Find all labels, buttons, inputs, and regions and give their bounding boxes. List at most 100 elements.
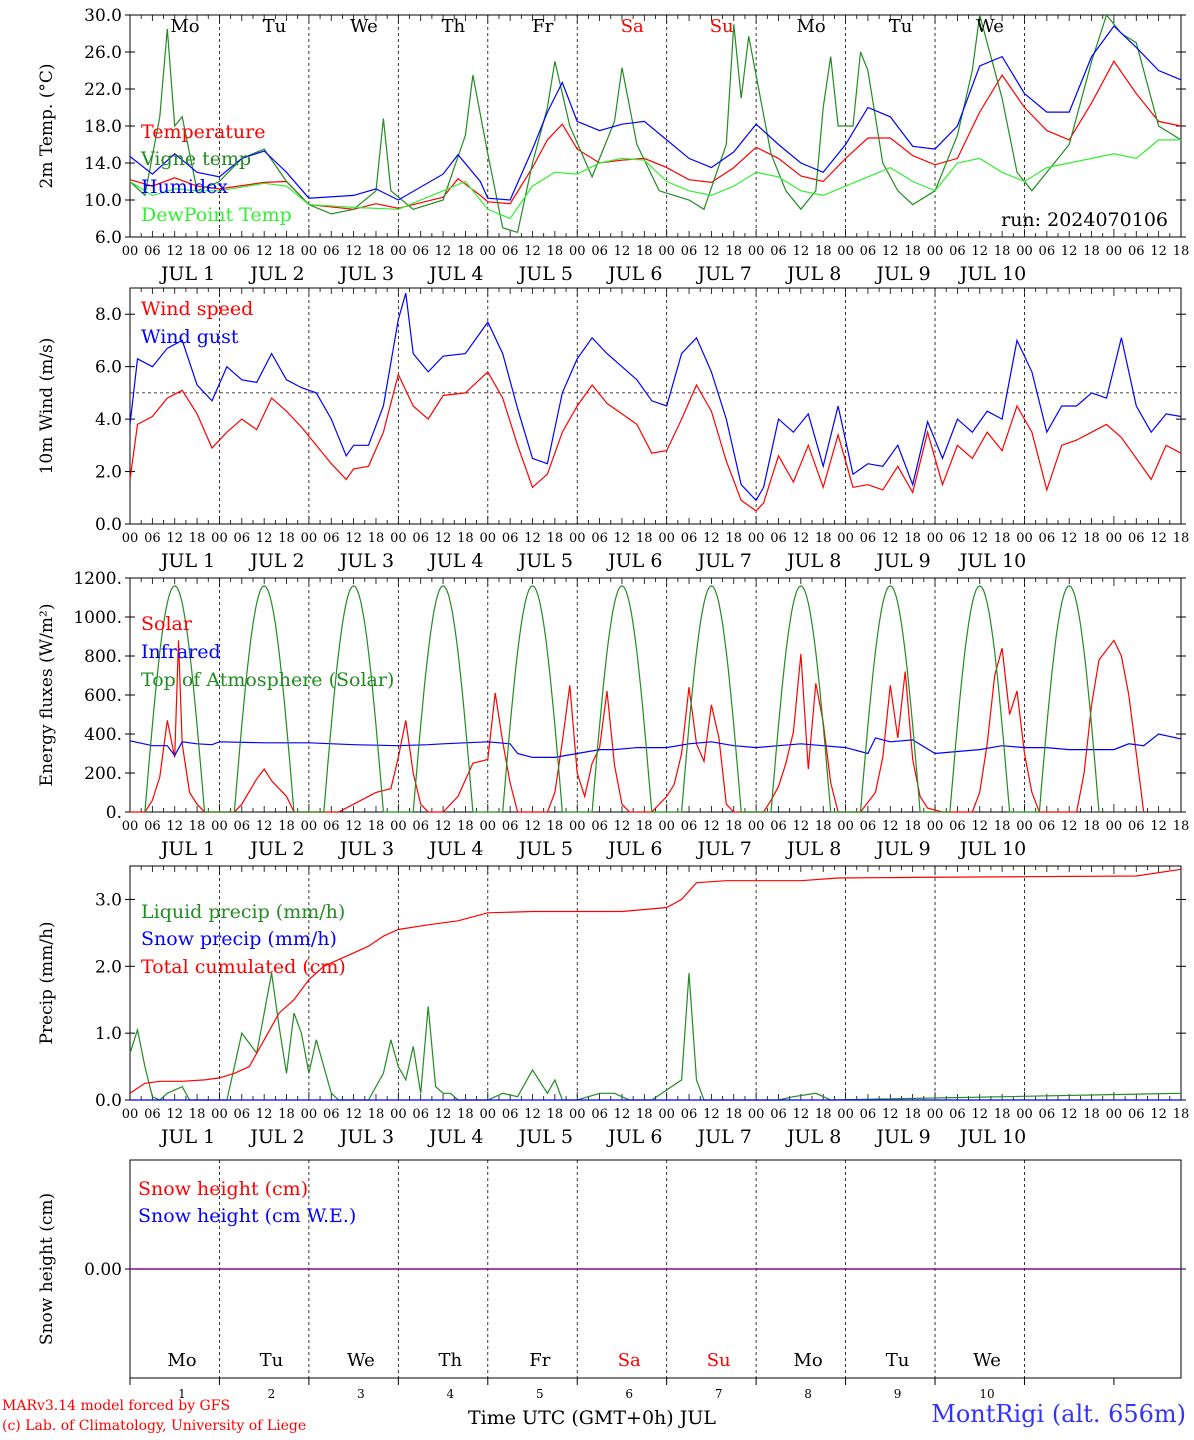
hour-tick-label: 06 [770,1107,787,1122]
legend-entry: Snow height (cm W.E.) [138,1205,356,1227]
hour-tick-label: 06 [860,819,877,834]
weekday-label: Fr [532,16,553,37]
hour-tick-label: 00 [1106,244,1123,259]
hour-tick-label: 06 [860,244,877,259]
hour-tick-label: 00 [211,819,228,834]
y-axis-label: Precip (mm/h) [37,921,57,1044]
hour-tick-label: 12 [703,1107,720,1122]
legend-entry: Solar [141,613,193,635]
hour-tick-label: 12 [345,819,362,834]
weekday-label: Sa [618,1350,641,1371]
hour-tick-label: 06 [591,531,608,546]
hour-tick-label: 06 [949,1107,966,1122]
date-label: JUL 10 [958,838,1026,860]
hour-tick-label: 18 [278,244,295,259]
y-axis-label: Energy fluxes (W/m²) [37,604,57,787]
hour-tick-label: 12 [1061,819,1078,834]
hour-tick-label: 00 [480,1107,497,1122]
date-label: JUL 3 [338,263,394,285]
hour-tick-label: 00 [658,1107,675,1122]
date-label: JUL 7 [695,550,751,572]
panel-2 [125,287,1186,525]
hour-tick-label: 12 [793,819,810,834]
y-axis-label: 10m Wind (m/s) [37,338,57,475]
hour-tick-label: 06 [234,244,251,259]
hour-tick-label: 18 [189,244,206,259]
date-label: JUL 7 [695,1126,751,1148]
y-tick-label: 1000. [73,608,122,628]
legend-entry: Humidex [141,176,228,198]
date-label: JUL 7 [695,263,751,285]
date-label: JUL 8 [785,838,841,860]
legend-entry: Liquid precip (mm/h) [141,901,345,923]
hour-tick-label: 00 [748,531,765,546]
hour-tick-label: 00 [1016,531,1033,546]
hour-tick-label: 12 [614,1107,631,1122]
hour-tick-label: 00 [211,1107,228,1122]
hour-tick-label: 06 [591,244,608,259]
hour-tick-label: 12 [435,244,452,259]
hour-tick-label: 00 [480,819,497,834]
hour-tick-label: 06 [144,244,161,259]
y-tick-label: 0.0 [95,1091,122,1111]
y-axis-label: Snow height (cm) [37,1193,57,1345]
date-label: JUL 3 [338,550,394,572]
date-label: JUL 9 [874,838,930,860]
date-label: JUL 10 [958,1126,1026,1148]
hour-tick-label: 18 [457,1107,474,1122]
weekday-label: Th [442,16,466,37]
day-number-label: 8 [804,1387,812,1401]
hour-tick-label: 00 [301,1107,318,1122]
hour-tick-label: 18 [278,531,295,546]
y-tick-label: 2.0 [95,957,122,977]
hour-tick-label: 06 [949,531,966,546]
date-label: JUL 2 [248,550,304,572]
y-tick-label: 26.0 [84,43,122,63]
hour-tick-label: 00 [122,531,139,546]
hour-tick-label: 18 [547,819,564,834]
hour-tick-label: 06 [323,244,340,259]
hour-tick-label: 12 [1061,244,1078,259]
date-label: JUL 2 [248,1126,304,1148]
hour-tick-label: 00 [480,531,497,546]
hour-tick-label: 06 [412,1107,429,1122]
weekday-label: We [350,16,378,37]
hour-tick-label: 12 [166,531,183,546]
hour-tick-label: 18 [1173,1107,1190,1122]
legend-entry: Wind gust [141,326,239,348]
legend-entry: Top of Atmosphere (Solar) [141,669,394,691]
hour-tick-label: 06 [234,531,251,546]
hour-tick-label: 18 [994,244,1011,259]
hour-tick-label: 12 [345,531,362,546]
hour-tick-label: 12 [166,244,183,259]
y-tick-label: 22.0 [84,80,122,100]
hour-tick-label: 18 [368,531,385,546]
hour-tick-label: 12 [1150,531,1167,546]
weekday-label: We [347,1350,375,1371]
weekday-label: Su [710,16,734,37]
hour-tick-label: 12 [1061,1107,1078,1122]
panel-3 [125,577,1186,813]
legend-entry: Snow height (cm) [138,1178,308,1200]
hour-tick-label: 12 [971,244,988,259]
hour-tick-label: 06 [681,531,698,546]
panel-frame [129,577,1182,813]
hour-tick-label: 18 [1083,1107,1100,1122]
hour-tick-label: 06 [770,531,787,546]
hour-tick-label: 06 [1128,1107,1145,1122]
date-label: JUL 4 [427,838,483,860]
hour-tick-label: 00 [480,244,497,259]
weekday-label: Tu [263,16,287,37]
hour-tick-label: 18 [189,531,206,546]
hour-tick-label: 06 [502,531,519,546]
hour-tick-label: 06 [681,819,698,834]
date-label: JUL 9 [874,263,930,285]
hour-tick-label: 00 [390,531,407,546]
hour-tick-label: 18 [994,531,1011,546]
panel-frame [129,287,1182,525]
hour-tick-label: 12 [524,531,541,546]
date-label: JUL 2 [248,263,304,285]
hour-tick-label: 12 [1150,819,1167,834]
y-tick-label: 0. [106,803,122,823]
